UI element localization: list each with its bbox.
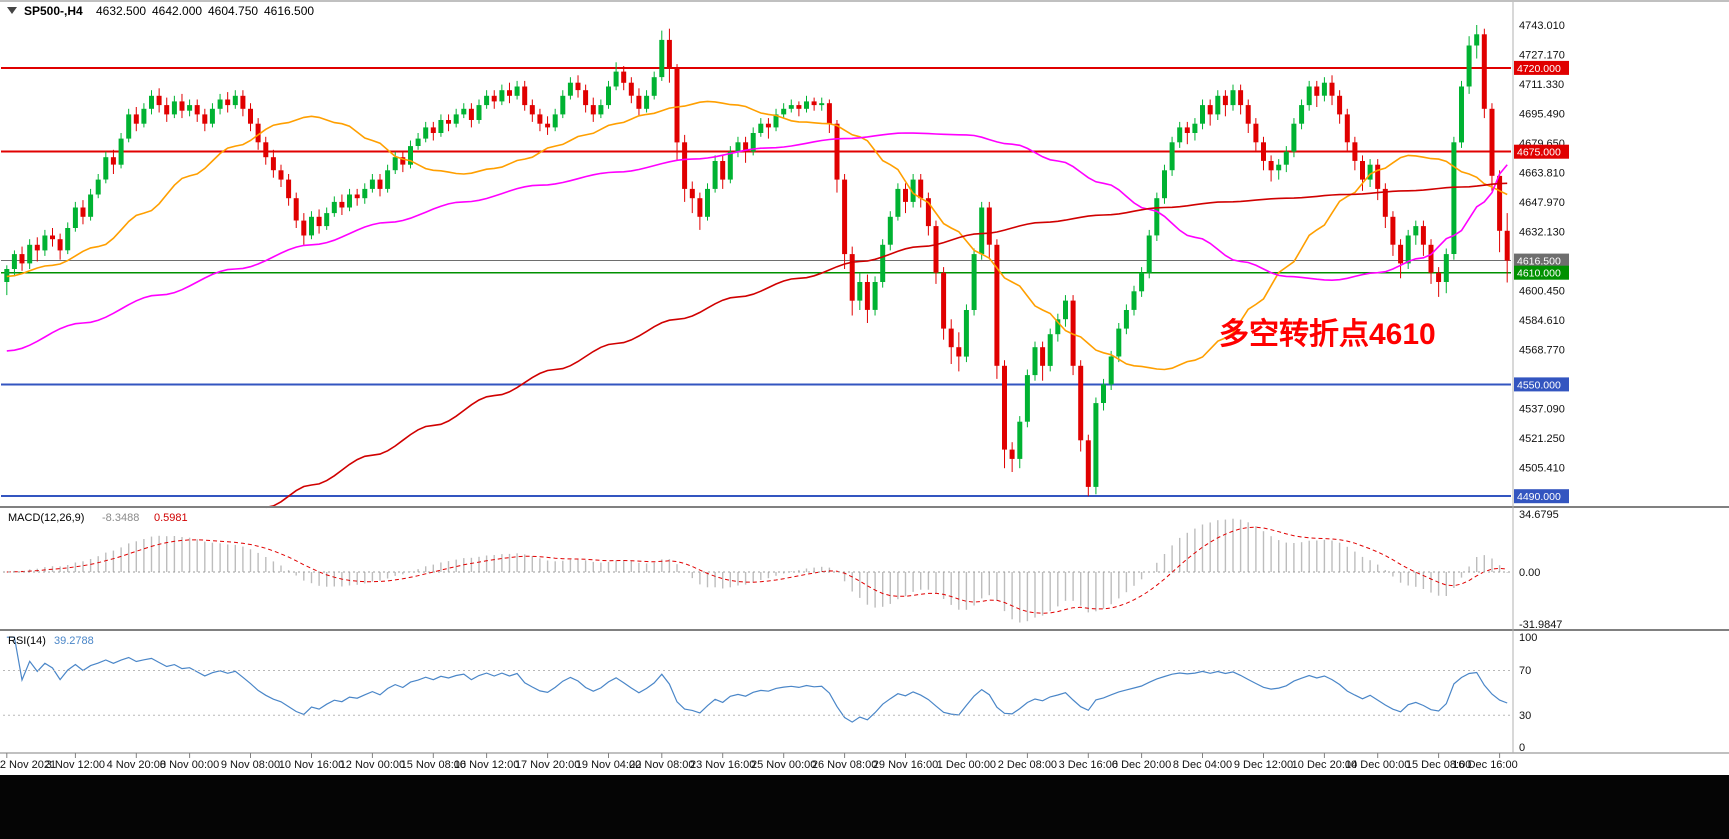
- bottom-black-strip: [0, 775, 1729, 839]
- price-axis-label: 4663.810: [1519, 168, 1565, 180]
- rsi-axis-100: 100: [1519, 632, 1537, 644]
- time-axis-label: 17 Nov 20:00: [515, 759, 580, 771]
- price-axis-label: 4537.090: [1519, 404, 1565, 416]
- rsi-axis-70: 70: [1519, 665, 1531, 677]
- time-axis-label: 16 Dec 16:00: [1452, 759, 1517, 771]
- window-menu-icon[interactable]: [7, 7, 17, 14]
- annotation-text[interactable]: 多空转折点4610: [1219, 318, 1436, 351]
- price-axis-label: 4743.010: [1519, 20, 1565, 32]
- time-axis-label: 10 Nov 16:00: [279, 759, 344, 771]
- macd-signal-value: 0.5981: [154, 512, 188, 524]
- macd-main-value: -8.3488: [102, 512, 139, 524]
- time-axis-label: 23 Nov 16:00: [690, 759, 755, 771]
- time-axis-label: 9 Dec 12:00: [1234, 759, 1293, 771]
- price-badge: [1514, 489, 1569, 504]
- time-axis-label: 2 Dec 08:00: [998, 759, 1057, 771]
- macd-axis-top: 34.6795: [1519, 509, 1559, 521]
- quote-low: 4604.750: [208, 4, 258, 18]
- horizontal-level-lines[interactable]: [1, 66, 1511, 498]
- macd-axis-zero: 0.00: [1519, 567, 1540, 579]
- time-axis-label: 22 Nov 08:00: [629, 759, 694, 771]
- time-axis-label: 6 Dec 20:00: [1112, 759, 1171, 771]
- price-axis-label: 4647.970: [1519, 197, 1565, 209]
- rsi-axis-30: 30: [1519, 710, 1531, 722]
- time-axis-label: 3 Dec 16:00: [1059, 759, 1118, 771]
- svg-text:4550.000: 4550.000: [1517, 379, 1561, 391]
- price-badge: [1514, 253, 1569, 268]
- price-badge: [1514, 265, 1569, 280]
- time-axis-label: 29 Nov 16:00: [873, 759, 938, 771]
- price-axis-label: 4521.250: [1519, 433, 1565, 445]
- time-axis-label: 2 Nov 2021: [0, 759, 56, 771]
- quote-high: 4642.000: [152, 4, 202, 18]
- price-axis-label: 4505.410: [1519, 463, 1565, 475]
- time-axis-label: 14 Dec 00:00: [1345, 759, 1410, 771]
- time-axis-label: 16 Nov 12:00: [454, 759, 519, 771]
- time-axis-label: 25 Nov 00:00: [751, 759, 816, 771]
- time-axis-label: 10 Dec 20:00: [1292, 759, 1357, 771]
- price-badge: [1514, 377, 1569, 392]
- macd-panel-plot: [6, 518, 1508, 623]
- candlesticks: [4, 25, 1510, 497]
- price-axis-label: 4632.130: [1519, 227, 1565, 239]
- price-badge: [1514, 60, 1569, 75]
- quote-open: 4632.500: [96, 4, 146, 18]
- svg-text:4720.000: 4720.000: [1517, 63, 1561, 75]
- time-axis-label: 19 Nov 04:00: [576, 759, 641, 771]
- moving-average-lines: [6, 100, 1508, 509]
- svg-text:4610.000: 4610.000: [1517, 268, 1561, 280]
- svg-text:4490.000: 4490.000: [1517, 491, 1561, 503]
- time-axis-label: 15 Dec 08:00: [1406, 759, 1471, 771]
- symbol-title: SP500-,H4: [24, 4, 83, 18]
- time-axis-label: 15 Nov 08:00: [401, 759, 466, 771]
- svg-text:4675.000: 4675.000: [1517, 147, 1561, 159]
- time-axis-label: 26 Nov 08:00: [812, 759, 877, 771]
- time-axis-label: 9 Nov 08:00: [221, 759, 280, 771]
- quote-close: 4616.500: [264, 4, 314, 18]
- rsi-panel-plot: [6, 636, 1508, 723]
- time-axis-label: 1 Dec 00:00: [937, 759, 996, 771]
- time-axis-label: 8 Nov 00:00: [160, 759, 219, 771]
- rsi-label: RSI(14): [8, 635, 46, 647]
- price-axis-label: 4727.170: [1519, 50, 1565, 62]
- price-axis-label: 4584.610: [1519, 315, 1565, 327]
- time-axis-label: 4 Nov 20:00: [107, 759, 166, 771]
- panel-separators[interactable]: [0, 0, 1729, 754]
- rsi-axis-0: 0: [1519, 742, 1525, 754]
- price-axis-label: 4711.330: [1519, 79, 1564, 91]
- rsi-value: 39.2788: [54, 635, 94, 647]
- price-axis-label: 4600.450: [1519, 286, 1565, 298]
- price-badge: [1514, 144, 1569, 159]
- time-axis-label: 8 Dec 04:00: [1173, 759, 1232, 771]
- price-axis-label: 4568.770: [1519, 345, 1565, 357]
- svg-text:4616.500: 4616.500: [1517, 256, 1561, 268]
- time-axis-label: 12 Nov 00:00: [340, 759, 405, 771]
- macd-label: MACD(12,26,9): [8, 512, 84, 524]
- macd-axis-bottom: -31.9847: [1519, 619, 1562, 631]
- time-axis-label: 3 Nov 12:00: [46, 759, 105, 771]
- price-axis-label: 4695.490: [1519, 109, 1565, 121]
- chart-background: [0, 0, 1729, 775]
